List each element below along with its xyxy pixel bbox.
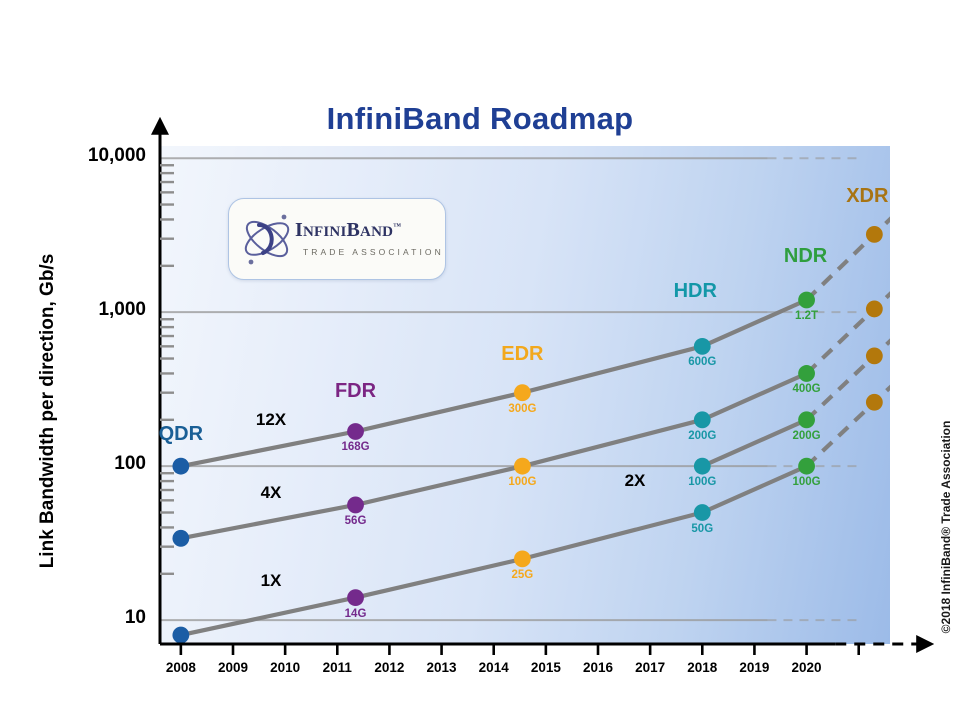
x-tick-2014: 2014 <box>478 660 509 675</box>
data-point-ndr-12x <box>798 291 815 309</box>
point-label-edr-1x: 25G <box>511 568 534 581</box>
data-point-ndr-1x <box>798 457 815 475</box>
x-tick-2010: 2010 <box>270 660 301 675</box>
plot-svg <box>160 157 890 644</box>
copyright-notice: ©2018 InfiniBand® Trade Association <box>939 420 953 634</box>
point-label-ndr-4x: 400G <box>792 383 821 396</box>
data-point-hdr-2x <box>693 457 711 475</box>
series-label-qdr: QDR <box>158 423 204 445</box>
x-tick-2012: 2012 <box>374 660 405 675</box>
x-tick-2015: 2015 <box>530 660 561 675</box>
point-label-ndr-12x: 1.2T <box>795 309 819 322</box>
data-point-hdr-1x <box>693 504 711 521</box>
data-point-ndr-4x <box>798 365 815 382</box>
point-label-fdr-12x: 168G <box>341 441 370 454</box>
data-point-fdr-4x <box>347 496 364 514</box>
data-point-fdr-1x <box>347 589 364 607</box>
x-tick-2019: 2019 <box>739 660 770 675</box>
data-point-hdr-4x <box>693 411 711 429</box>
point-label-edr-4x: 100G <box>508 476 537 489</box>
x-tick-2009: 2009 <box>217 660 249 675</box>
lane-label-2x: 2X <box>624 471 646 490</box>
ibta-logo-wordmark: INFINIBAND™ <box>295 219 402 241</box>
series-label-ndr: NDR <box>783 245 828 267</box>
data-point-ndr-2x <box>798 411 815 429</box>
data-point-fdr-12x <box>347 423 364 440</box>
point-label-hdr-2x: 100G <box>688 476 717 489</box>
data-point-qdr-12x <box>172 457 190 475</box>
y-tick-10: 10 <box>124 607 146 629</box>
y-axis-title: Link Bandwidth per direction, Gb/s <box>37 253 58 569</box>
data-point-xdr-4x <box>865 300 883 318</box>
point-label-hdr-4x: 200G <box>688 429 717 442</box>
data-point-edr-4x <box>513 457 531 475</box>
point-label-hdr-1x: 50G <box>691 522 714 535</box>
y-tick-10000: 10,000 <box>87 145 146 167</box>
series-label-edr: EDR <box>501 343 544 365</box>
x-tick-2017: 2017 <box>635 660 666 675</box>
y-tick-1000: 1,000 <box>98 299 146 321</box>
x-tick-2016: 2016 <box>582 660 614 675</box>
point-label-fdr-4x: 56G <box>344 514 367 527</box>
series-label-hdr: HDR <box>673 280 717 302</box>
data-point-xdr-2x <box>865 347 883 365</box>
data-point-xdr-1x <box>865 393 883 411</box>
data-point-xdr-12x <box>865 225 883 243</box>
lane-label-1x: 1X <box>260 571 282 590</box>
page-title: InfiniBand Roadmap <box>326 101 634 136</box>
data-point-hdr-12x <box>693 337 711 355</box>
lane-label-4x: 4X <box>260 483 282 502</box>
ibta-logo-subtitle: TRADE ASSOCIATION <box>303 247 444 257</box>
x-tick-2018: 2018 <box>687 660 718 675</box>
x-tick-2008: 2008 <box>165 660 196 675</box>
point-label-ndr-2x: 200G <box>792 429 821 442</box>
ibta-logo-mark <box>244 214 290 265</box>
x-tick-2011: 2011 <box>322 660 352 675</box>
data-point-edr-1x <box>513 550 531 568</box>
series-label-xdr: XDR <box>846 185 889 207</box>
x-tick-2020: 2020 <box>791 660 822 675</box>
ibta-logo: INFINIBAND™ TRADE ASSOCIATION <box>228 198 446 280</box>
point-label-hdr-12x: 600G <box>688 356 717 369</box>
data-point-qdr-1x <box>172 626 190 644</box>
point-label-ndr-1x: 100G <box>792 476 821 489</box>
x-tick-2013: 2013 <box>426 660 457 675</box>
point-label-edr-12x: 300G <box>508 402 537 415</box>
data-point-qdr-4x <box>172 529 190 547</box>
data-point-edr-12x <box>513 384 531 402</box>
y-tick-100: 100 <box>114 453 146 475</box>
lane-label-12x: 12X <box>255 410 287 429</box>
point-label-fdr-1x: 14G <box>344 607 367 620</box>
series-label-fdr: FDR <box>334 380 377 402</box>
